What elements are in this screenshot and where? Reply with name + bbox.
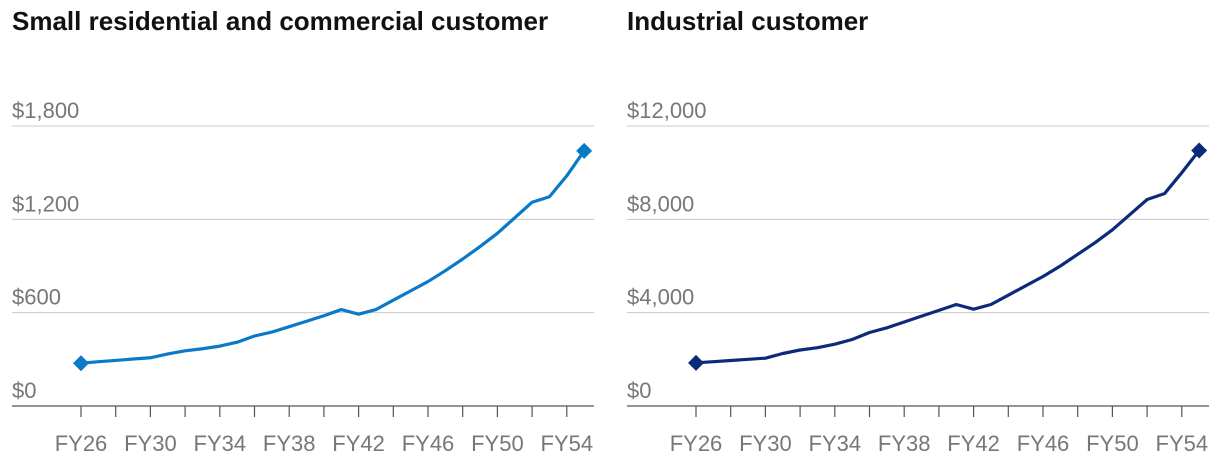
chart-panel-residential: Small residential and commercial custome… <box>0 0 600 462</box>
x-tick-label: FY46 <box>402 431 455 456</box>
x-tick-label: FY46 <box>1017 431 1070 456</box>
chart-panel-industrial: Industrial customer $0 $4,000 $8,000 $12,00… <box>615 0 1215 462</box>
series-line <box>79 149 586 365</box>
start-point-marker <box>688 354 704 371</box>
y-tick-label: $12,000 <box>627 98 707 123</box>
x-tick-label: FY26 <box>670 431 723 456</box>
x-tick-label: FY34 <box>194 431 247 456</box>
series-line <box>694 148 1201 365</box>
start-point-marker <box>73 355 89 372</box>
chart-title: Small residential and commercial custome… <box>12 6 549 36</box>
end-point-marker <box>1191 142 1208 159</box>
x-tick-label: FY50 <box>1086 431 1139 456</box>
y-tick-label: $1,200 <box>12 191 79 216</box>
y-tick-label: $8,000 <box>627 191 694 216</box>
x-tick-label: FY34 <box>809 431 862 456</box>
x-tick-label: FY42 <box>332 431 385 456</box>
line-chart-residential: $0 $600 $1,200 $1,800 FY26 FY30 FY34 FY38 FY42 FY… <box>12 98 594 456</box>
y-tick-label: $0 <box>12 378 36 403</box>
y-tick-label: $0 <box>627 378 651 403</box>
x-tick-label: FY26 <box>55 431 108 456</box>
x-tick-label: FY54 <box>541 431 594 456</box>
x-tick-label: FY38 <box>263 431 316 456</box>
x-tick-label: FY54 <box>1156 431 1209 456</box>
line-chart-industrial: $0 $4,000 $8,000 $12,000 FY26 FY30 FY34 FY38 FY4… <box>627 98 1209 456</box>
chart-title: Industrial customer <box>627 6 869 36</box>
x-tick-label: FY42 <box>947 431 1000 456</box>
x-tick-label: FY38 <box>878 431 931 456</box>
x-tick-label: FY30 <box>739 431 792 456</box>
end-point-marker <box>576 142 593 159</box>
x-tick-label: FY50 <box>471 431 524 456</box>
y-tick-label: $4,000 <box>627 285 694 310</box>
y-tick-label: $600 <box>12 285 61 310</box>
y-tick-label: $1,800 <box>12 98 79 123</box>
x-tick-label: FY30 <box>124 431 177 456</box>
